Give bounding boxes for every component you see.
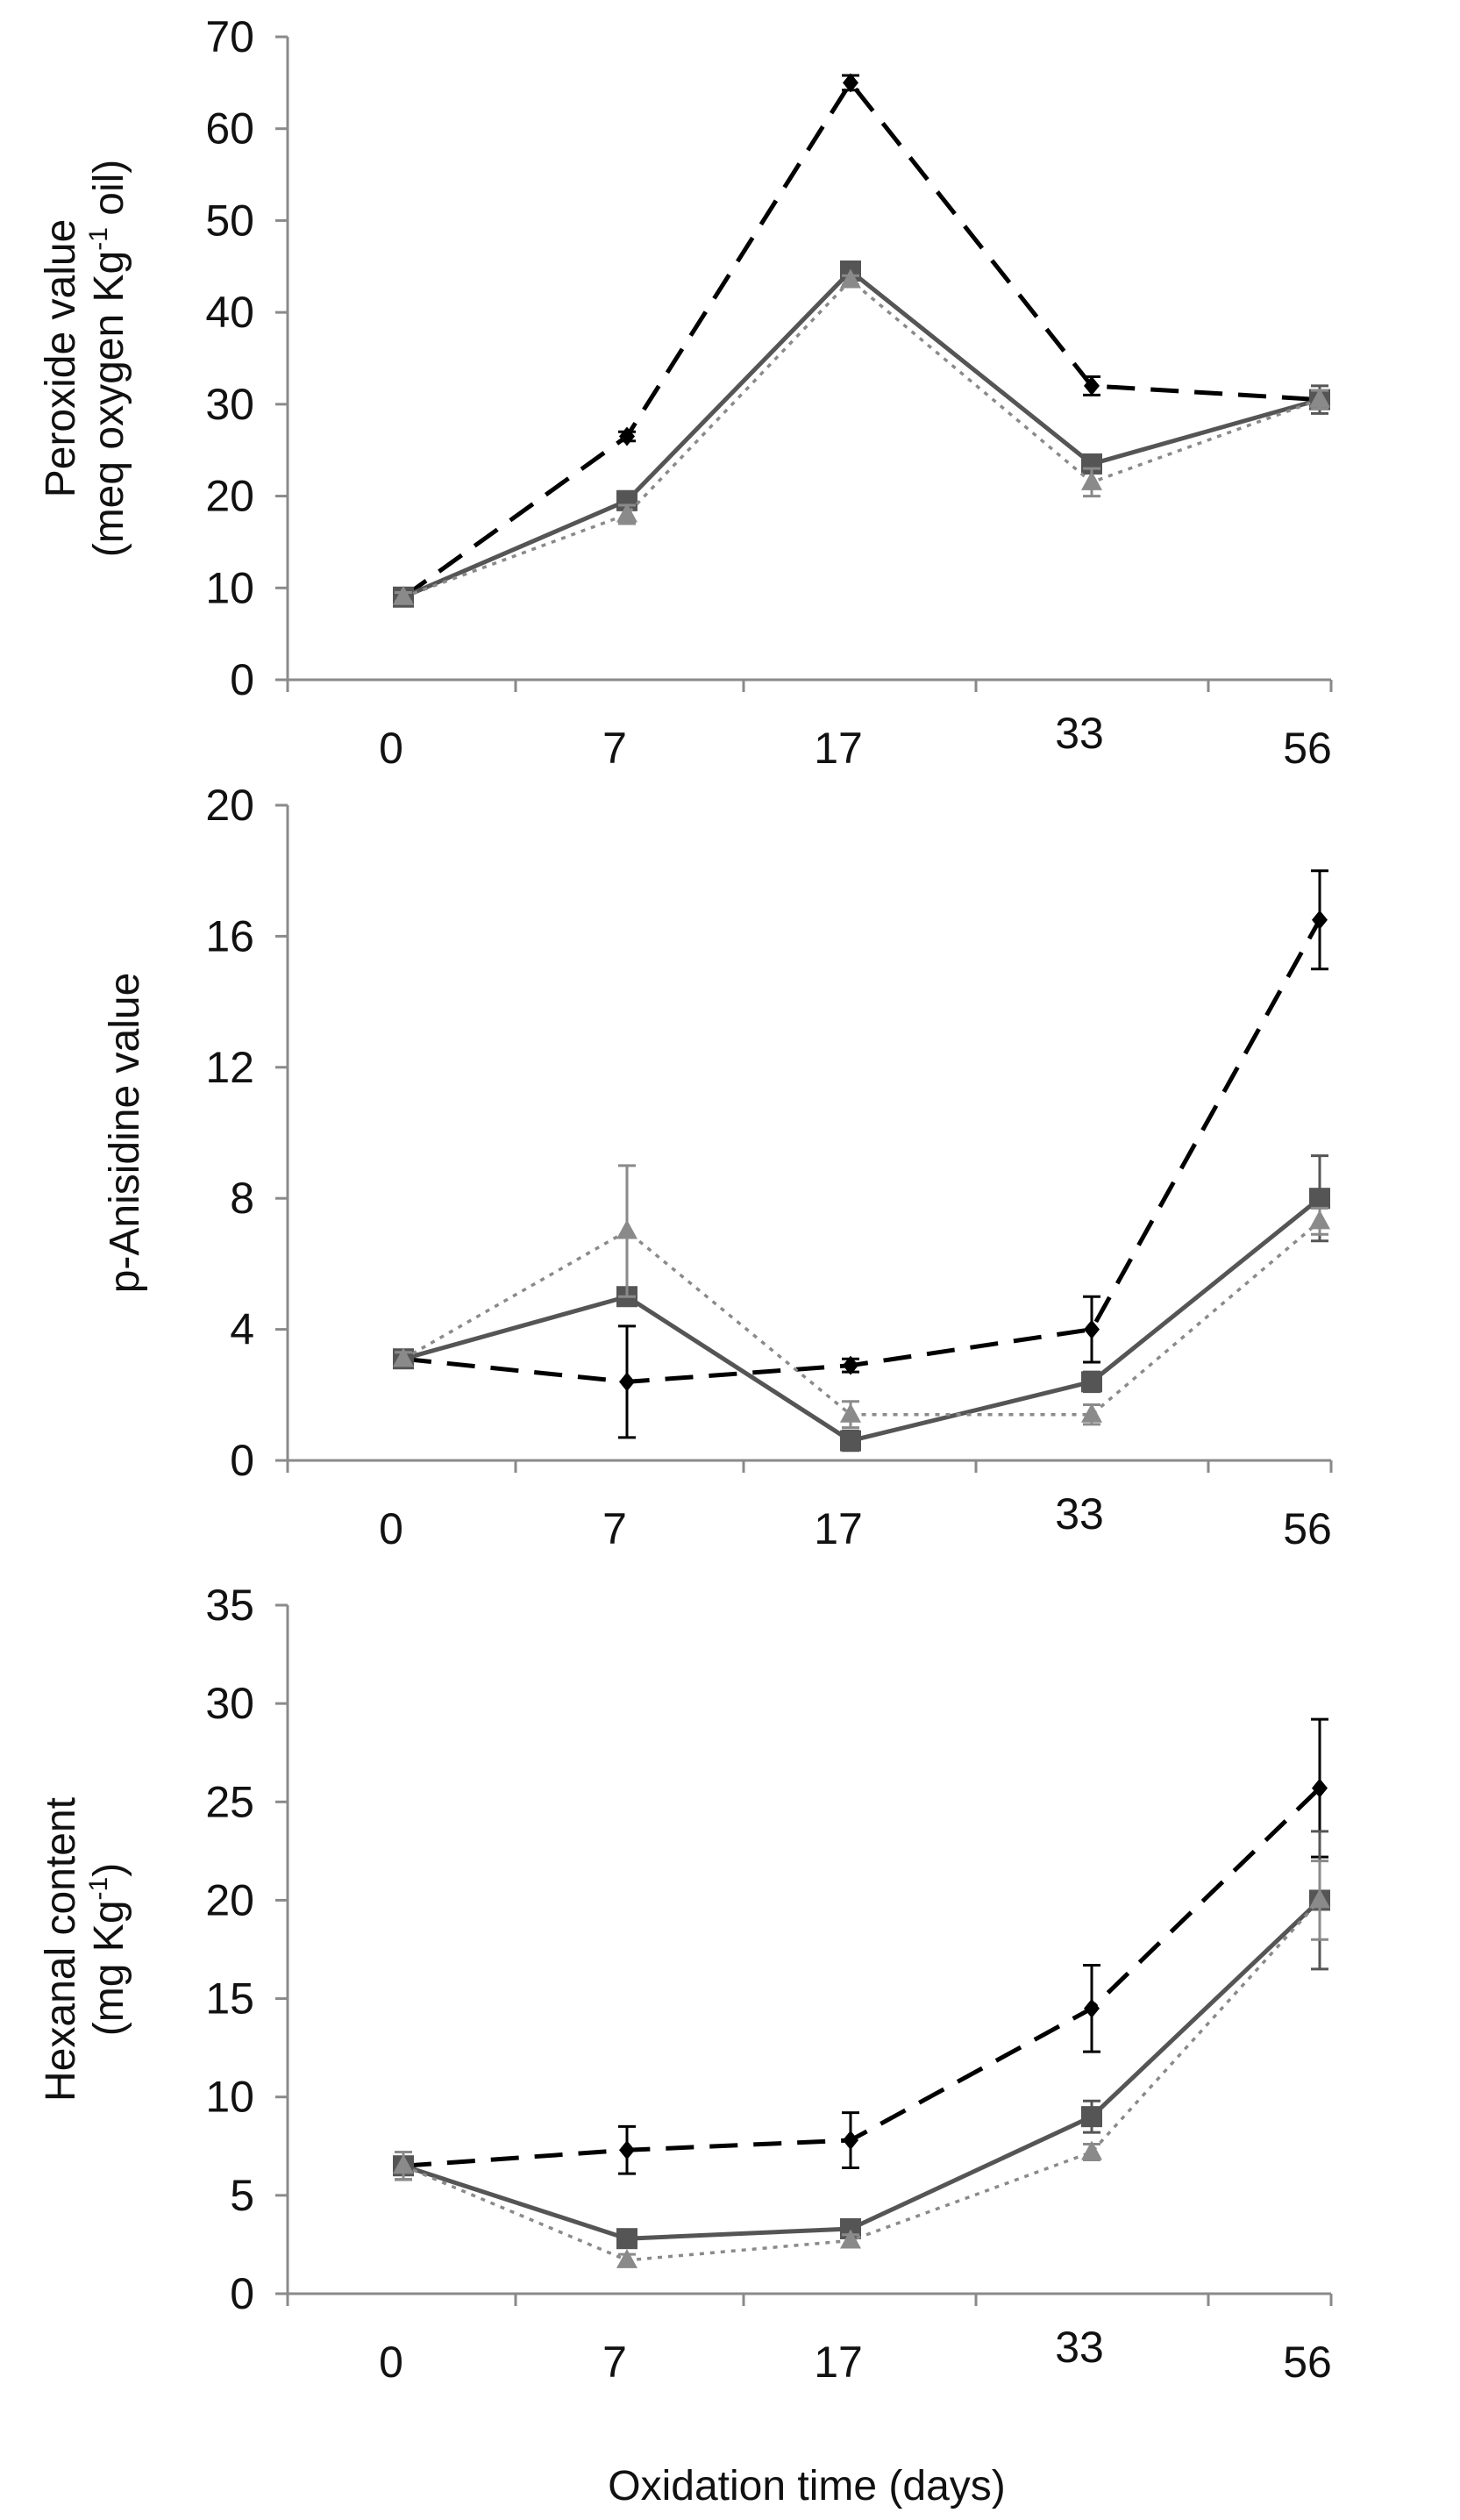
y-axis-label-line2: (mg Kg-1) xyxy=(84,1863,132,2036)
series-diamond-dashed-marker xyxy=(619,1372,635,1392)
y-tick-label: 5 xyxy=(230,2171,254,2220)
y-axis-label: p-Anisidine value xyxy=(102,973,148,1294)
x-tick-label: 7 xyxy=(602,724,627,773)
series-triangle-dotted-marker xyxy=(616,2248,637,2268)
series-triangle-dotted-marker xyxy=(1081,470,1102,490)
y-tick-label: 20 xyxy=(205,472,254,521)
y-tick-label: 30 xyxy=(205,1679,254,1728)
x-tick-label: 17 xyxy=(814,1504,863,1553)
series-square-solid-line xyxy=(402,1898,1321,2241)
series-square-solid-line xyxy=(402,1196,1321,1444)
hexanal-content-chart: 0 5 10 15 20 25 30 35 0 7 17 33 56 Hexanal content (mg… xyxy=(38,1581,1333,2387)
series-square-solid-marker xyxy=(616,2228,637,2250)
series-square-solid-marker xyxy=(840,1430,861,1452)
series-diamond-dashed-line xyxy=(402,80,1321,599)
series-square-solid-marker xyxy=(1081,1371,1102,1393)
y-tick-label: 35 xyxy=(205,1581,254,1630)
series-triangle-dotted-marker xyxy=(1309,1888,1330,1909)
series-diamond-dashed-line xyxy=(402,1786,1321,2168)
series-square-solid-marker xyxy=(1309,1188,1330,1210)
series-diamond-dashed-marker xyxy=(1084,1998,1100,2018)
series-diamond-dashed-marker xyxy=(619,426,635,446)
series-diamond-dashed-marker xyxy=(843,2131,858,2151)
y-tick-label: 12 xyxy=(205,1043,254,1092)
y-tick-label: 0 xyxy=(230,2269,254,2318)
series-square-solid-marker xyxy=(1081,2106,1102,2128)
x-tick-label: 0 xyxy=(379,1504,403,1553)
y-tick-label: 10 xyxy=(205,563,254,612)
series-diamond-dashed-marker xyxy=(1312,1778,1328,1798)
y-tick-label: 25 xyxy=(205,1777,254,1826)
series-triangle-dotted-marker xyxy=(393,1347,414,1367)
y-tick-label: 20 xyxy=(205,1875,254,1924)
series-triangle-dotted-marker xyxy=(616,1219,637,1239)
y-tick-label: 70 xyxy=(205,12,254,61)
p-anisidine-value-chart: 0 4 8 12 16 20 0 7 17 33 56 p-Anisidine value xyxy=(102,781,1333,1553)
y-tick-label: 0 xyxy=(230,655,254,704)
x-tick-label: 33 xyxy=(1055,2323,1104,2372)
y-tick-label: 16 xyxy=(205,911,254,960)
series-triangle-dotted-line xyxy=(402,1899,1321,2262)
x-axis-label: Oxidation time (days) xyxy=(608,2463,1006,2509)
x-tick-label: 56 xyxy=(1283,2338,1332,2387)
y-axis-label-line1: Hexanal content xyxy=(38,1797,84,2102)
x-tick-label: 33 xyxy=(1055,1489,1104,1538)
series-diamond-dashed-marker xyxy=(843,73,858,93)
peroxide-value-chart: 0 10 20 30 40 50 60 70 0 7 17 33 56 Peroxide value (me… xyxy=(38,12,1333,773)
series-triangle-dotted-marker xyxy=(616,503,637,523)
series-triangle-dotted-line xyxy=(402,278,1321,599)
series-triangle-dotted-marker xyxy=(1081,1403,1102,1423)
series-triangle-dotted-marker xyxy=(1309,388,1330,408)
series-triangle-dotted-marker xyxy=(840,1403,861,1423)
x-tick-label: 17 xyxy=(814,724,863,773)
series-diamond-dashed-marker xyxy=(1312,910,1328,930)
series-triangle-dotted-line xyxy=(402,1220,1321,1417)
series-triangle-dotted-marker xyxy=(393,2154,414,2174)
x-tick-label: 17 xyxy=(814,2338,863,2387)
series-triangle-dotted-marker xyxy=(840,2229,861,2249)
series-diamond-dashed-marker xyxy=(619,2140,635,2160)
series-triangle-dotted-marker xyxy=(1309,1210,1330,1230)
y-axis-label-line1: Peroxide value xyxy=(38,219,84,498)
series-triangle-dotted-marker xyxy=(1081,2140,1102,2160)
x-tick-label: 0 xyxy=(379,724,403,773)
y-tick-label: 10 xyxy=(205,2073,254,2122)
x-tick-label: 7 xyxy=(602,2338,627,2387)
y-tick-label: 20 xyxy=(205,781,254,830)
y-tick-label: 50 xyxy=(205,196,254,245)
series-triangle-dotted-marker xyxy=(840,268,861,289)
series-diamond-dashed-marker xyxy=(843,1355,858,1375)
x-tick-label: 56 xyxy=(1283,1504,1332,1553)
x-tick-label: 56 xyxy=(1283,724,1332,773)
y-tick-label: 30 xyxy=(205,380,254,429)
series-triangle-dotted-marker xyxy=(393,585,414,605)
series-diamond-dashed-marker xyxy=(1084,1319,1100,1339)
series-diamond-dashed-marker xyxy=(1084,375,1100,396)
series-diamond-dashed-line xyxy=(402,918,1322,1384)
y-axis-label-line2: (meq oxygen Kg-1 oil) xyxy=(84,160,132,558)
y-tick-label: 60 xyxy=(205,104,254,153)
y-tick-label: 0 xyxy=(230,1436,254,1485)
y-tick-label: 8 xyxy=(230,1174,254,1223)
series-square-solid-line xyxy=(402,268,1321,600)
y-tick-label: 15 xyxy=(205,1974,254,2024)
y-tick-label: 40 xyxy=(205,288,254,337)
x-tick-label: 7 xyxy=(602,1504,627,1553)
y-tick-label: 4 xyxy=(230,1305,254,1354)
x-tick-label: 0 xyxy=(379,2338,403,2387)
x-tick-label: 33 xyxy=(1055,709,1104,758)
